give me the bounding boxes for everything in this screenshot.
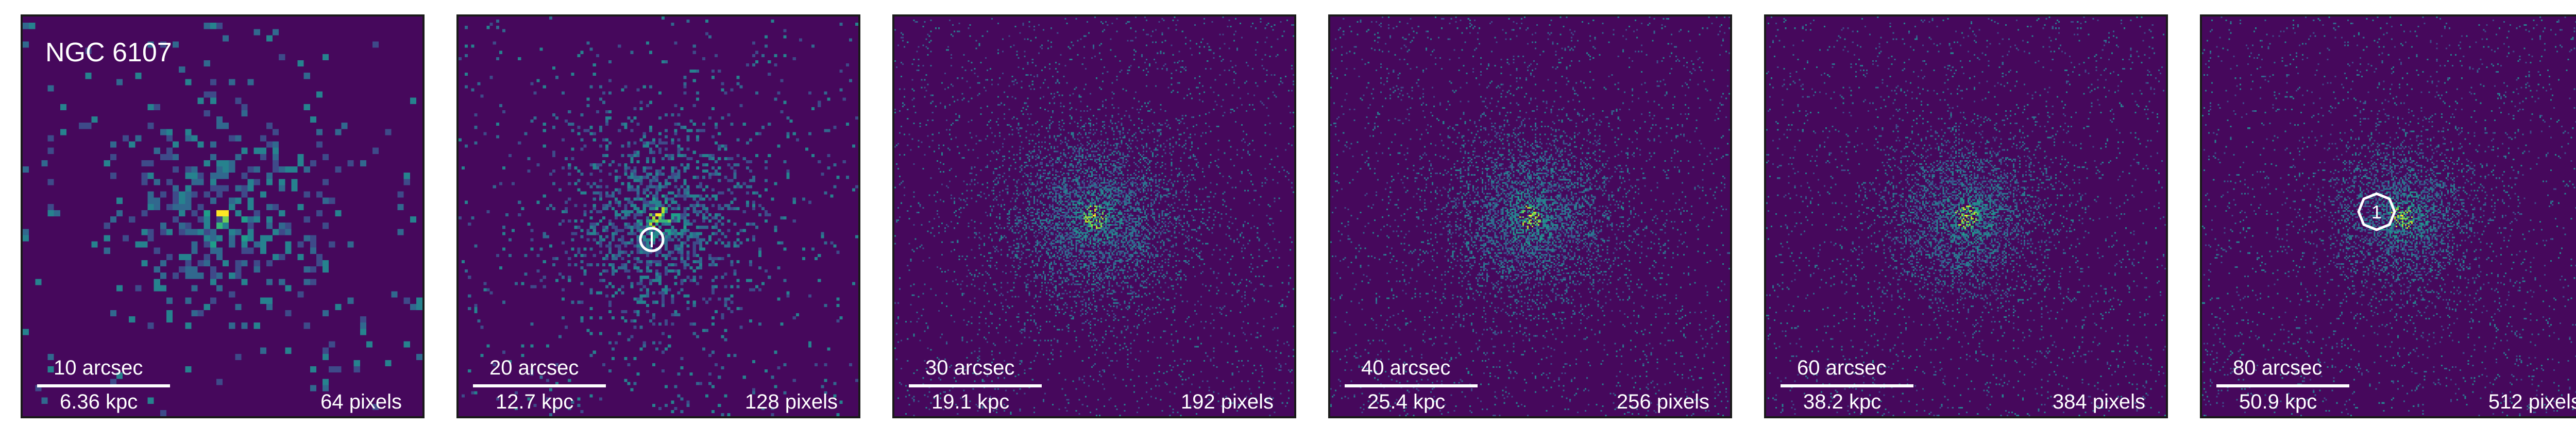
scale-bar (1345, 384, 1478, 387)
xray-image (459, 16, 858, 416)
pixel-size: 128 pixels (744, 390, 838, 413)
scale-kpc: 25.4 kpc (1367, 390, 1446, 413)
scale-arcsec: 10 arcsec (54, 356, 143, 379)
scale-arcsec: 40 arcsec (1361, 356, 1451, 379)
pixel-size: 64 pixels (320, 390, 402, 413)
scale-kpc: 19.1 kpc (931, 390, 1010, 413)
scale-bar (37, 384, 170, 387)
scale-kpc: 38.2 kpc (1803, 390, 1882, 413)
xray-image (23, 16, 422, 416)
xray-image (894, 16, 1294, 416)
pixel-size: 256 pixels (1616, 390, 1709, 413)
scale-arcsec: 60 arcsec (1797, 356, 1887, 379)
scale-arcsec: 80 arcsec (2233, 356, 2323, 379)
image-panel-384px: 60 arcsec 38.2 kpc 384 pixels (1764, 14, 2168, 418)
image-panel-192px: 30 arcsec 19.1 kpc 192 pixels (892, 14, 1296, 418)
pixel-size: 192 pixels (1180, 390, 1274, 413)
scale-bar (909, 384, 1042, 387)
pixel-size: 384 pixels (2052, 390, 2145, 413)
galaxy-name: NGC 6107 (45, 38, 172, 67)
scale-kpc: 6.36 kpc (60, 390, 138, 413)
scale-bar (1781, 384, 1913, 387)
image-panel-256px: 40 arcsec 25.4 kpc 256 pixels (1328, 14, 1732, 418)
scale-kpc: 50.9 kpc (2239, 390, 2317, 413)
image-panel-512px: 1 80 arcsec 50.9 kpc 512 pixels (2200, 14, 2576, 418)
scale-arcsec: 20 arcsec (489, 356, 579, 379)
scale-bar (2216, 384, 2349, 387)
image-panel-128px: 20 arcsec 12.7 kpc 128 pixels (456, 14, 860, 418)
image-panel-64px: NGC 6107 10 arcsec 6.36 kpc 64 pixels (21, 14, 425, 418)
xray-image (1766, 16, 2166, 416)
xray-image (1330, 16, 1730, 416)
scale-bar (473, 384, 606, 387)
pixel-size: 512 pixels (2488, 390, 2576, 413)
scale-arcsec: 30 arcsec (925, 356, 1015, 379)
scale-kpc: 12.7 kpc (496, 390, 574, 413)
